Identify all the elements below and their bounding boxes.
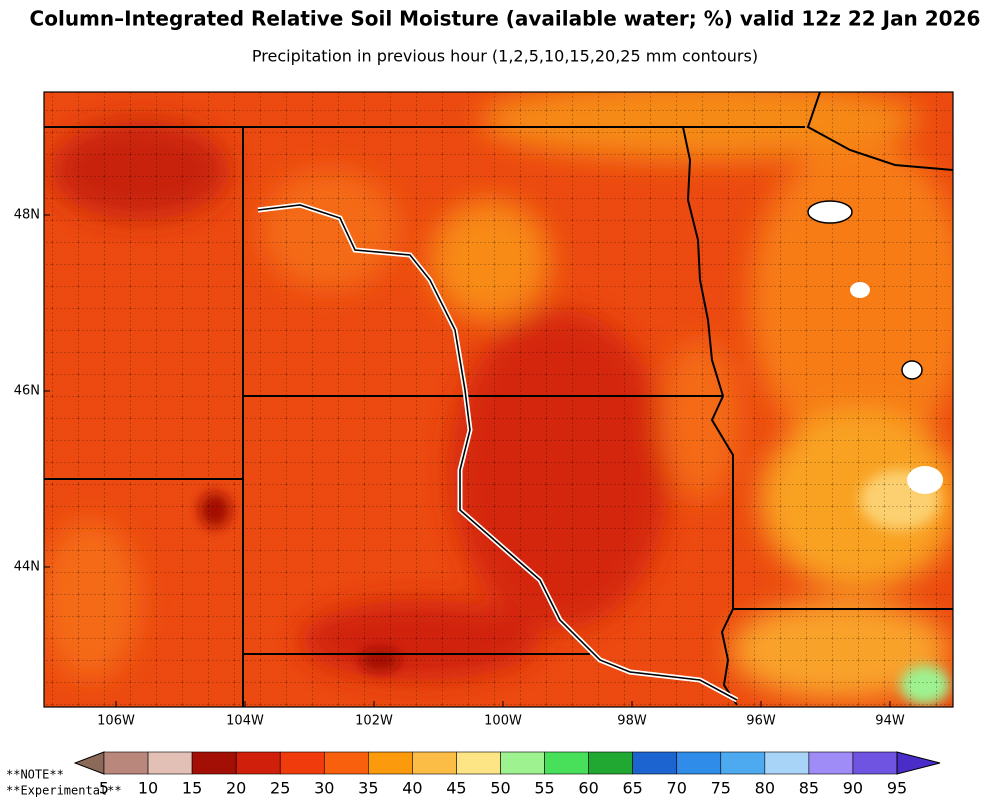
colorbar-segment — [103, 751, 149, 775]
colorbar-segment — [323, 751, 369, 775]
colorbar-label: 55 — [534, 779, 554, 798]
map-field — [44, 92, 953, 707]
colorbar-label: 25 — [270, 779, 290, 798]
colorbar-label: 10 — [138, 779, 158, 798]
title: Column–Integrated Relative Soil Moisture… — [30, 7, 981, 31]
colorbar-label: 30 — [314, 779, 334, 798]
colorbar-label: 40 — [402, 779, 422, 798]
colorbar-segment — [456, 751, 501, 775]
colorbar-label: 90 — [843, 779, 863, 798]
colorbar-arrow-high — [896, 751, 941, 775]
lon-label: 98W — [617, 714, 647, 729]
colorbar-segment — [235, 751, 281, 775]
colorbar-label: 80 — [755, 779, 775, 798]
colorbar-label: 70 — [667, 779, 687, 798]
colorbar-segment — [544, 751, 589, 775]
colorbar: 5 10 15 20 25 30 35 40 45 50 55 60 65 70 75 80 85 90 95 — [73, 751, 941, 798]
colorbar-segment — [191, 751, 237, 775]
lat-label: 44N — [14, 560, 40, 575]
colorbar-arrow-low — [73, 751, 105, 775]
note: **NOTE** — [6, 768, 64, 782]
colorbar-segment — [368, 751, 413, 775]
colorbar-segment — [764, 751, 810, 775]
lon-label: 102W — [355, 714, 393, 729]
colorbar-label: 75 — [711, 779, 731, 798]
colorbar-label: 20 — [226, 779, 246, 798]
colorbar-segment — [808, 751, 854, 775]
colorbar-label: 95 — [887, 779, 907, 798]
axes: 48N 46N 44N 106W 104W 102W 100W 98W 96W 94W — [14, 208, 905, 729]
lat-label: 46N — [14, 384, 40, 399]
colorbar-label: 65 — [622, 779, 642, 798]
colorbar-segment — [720, 751, 766, 775]
colorbar-segment — [412, 751, 457, 775]
colorbar-label: 15 — [182, 779, 202, 798]
colorbar-segment — [852, 751, 898, 775]
colorbar-label: 50 — [490, 779, 510, 798]
colorbar-segment — [147, 751, 193, 775]
lon-label: 106W — [97, 714, 135, 729]
colorbar-label: 5 — [99, 779, 109, 798]
lat-label: 48N — [14, 208, 40, 223]
lon-label: 94W — [875, 714, 905, 729]
colorbar-label: 60 — [578, 779, 598, 798]
colorbar-label: 85 — [799, 779, 819, 798]
lon-label: 104W — [226, 714, 264, 729]
lon-label: 100W — [484, 714, 522, 729]
colorbar-segment — [279, 751, 325, 775]
notes: **NOTE** **Experimental** — [6, 768, 122, 798]
colorbar-label: 35 — [358, 779, 378, 798]
plot-frame — [43, 91, 954, 708]
colorbar-label: 45 — [446, 779, 466, 798]
note: **Experimental** — [6, 784, 122, 798]
colorbar-segment — [676, 751, 722, 775]
lon-label: 96W — [746, 714, 776, 729]
colorbar-segment — [588, 751, 633, 775]
subtitle: Precipitation in previous hour (1,2,5,10… — [252, 47, 758, 66]
colorbar-segment — [500, 751, 545, 775]
colorbar-segment — [632, 751, 678, 775]
